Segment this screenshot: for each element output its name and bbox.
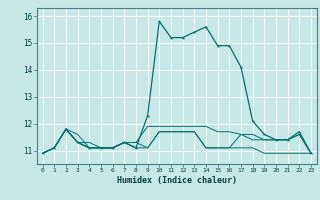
X-axis label: Humidex (Indice chaleur): Humidex (Indice chaleur) bbox=[117, 176, 237, 185]
